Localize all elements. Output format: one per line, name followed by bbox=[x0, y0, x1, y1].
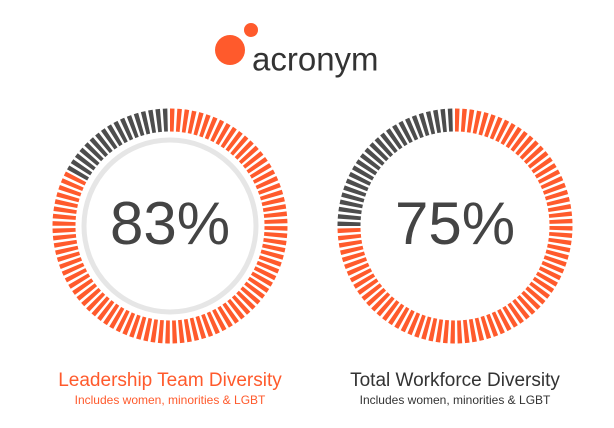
logo-dot bbox=[215, 35, 245, 65]
chart-title: Leadership Team Diversity bbox=[58, 370, 282, 391]
chart-title: Total Workforce Diversity bbox=[350, 370, 560, 391]
remainder-arc bbox=[67, 108, 171, 181]
value-arc bbox=[52, 108, 288, 344]
inner-ring bbox=[81, 137, 259, 315]
logo: acronym bbox=[215, 23, 379, 78]
chart-subtitle: Includes women, minorities & LGBT bbox=[75, 393, 266, 407]
value-arc bbox=[337, 108, 573, 344]
logo-dot bbox=[244, 23, 258, 37]
remainder-arc bbox=[337, 108, 456, 227]
value-label: 75% bbox=[395, 190, 515, 257]
value-label: 83% bbox=[110, 190, 230, 257]
logo-text: acronym bbox=[252, 41, 379, 78]
chart-subtitle: Includes women, minorities & LGBT bbox=[360, 393, 551, 407]
